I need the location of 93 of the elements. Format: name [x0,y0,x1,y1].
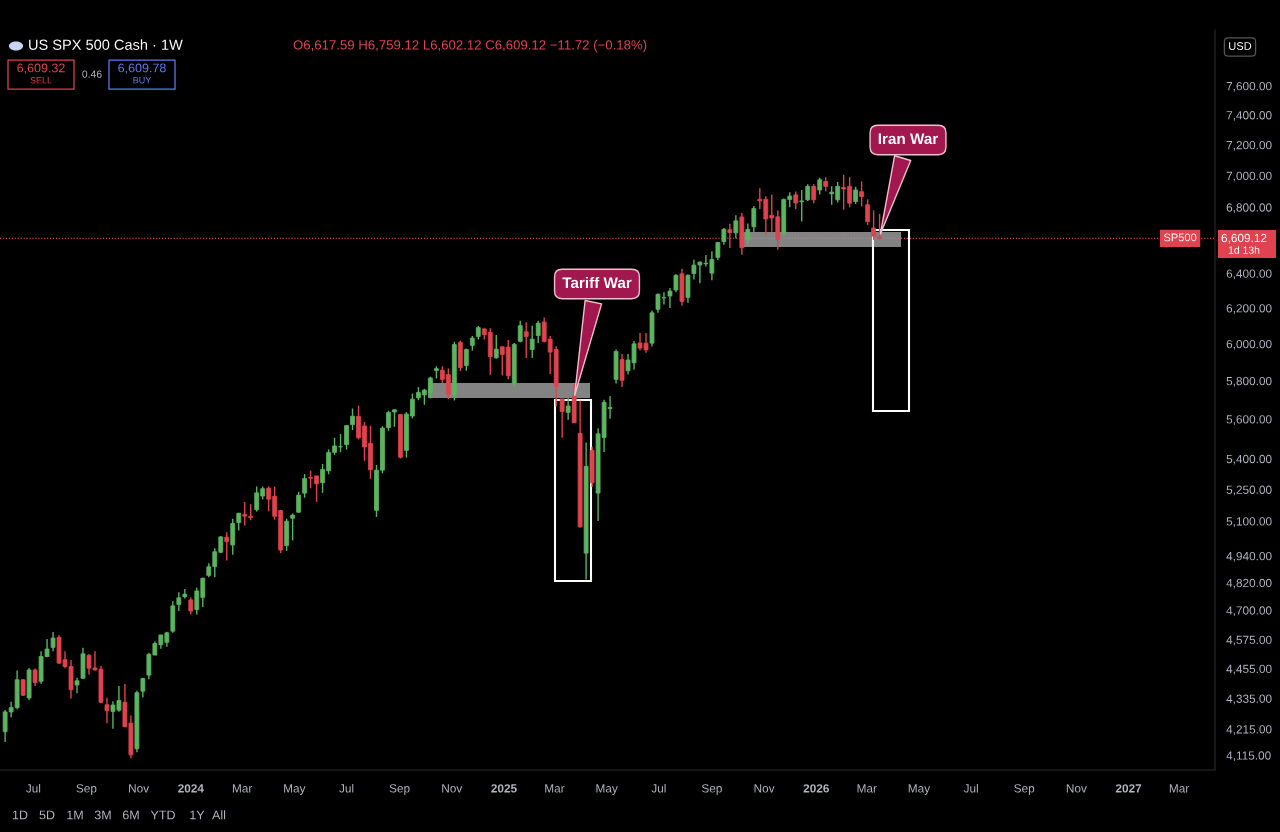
candlestick [523,321,529,359]
candlestick [685,273,691,304]
y-tick-label: 4,700.00 [1226,606,1272,617]
text: USD [1229,42,1252,50]
text: 6M [122,810,139,820]
x-tick-label: Sep [701,784,722,795]
text: 3M [94,810,111,820]
x-tick-label: Jul [26,783,41,793]
y-tick-label: 4,215.00 [1226,725,1272,735]
x-tick-label: Jul [963,783,978,793]
y-tick-label: 4,335.00 [1226,694,1272,705]
text: YTD [150,810,175,820]
x-tick-label: Nov [442,784,463,793]
candlestick [799,189,805,223]
y-tick-label: 5,600.00 [1226,415,1272,425]
annotation: Iran War [878,133,939,145]
candlestick [302,473,307,499]
y-tick-label: 4,820.00 [1226,578,1272,589]
candlestick [224,531,230,562]
text: 6,609.12 [1221,233,1267,244]
candlestick [230,518,236,556]
y-tick-label: 5,400.00 [1226,454,1272,465]
x-tick-label: 2027 [1115,784,1142,793]
y-tick-label: 5,100.00 [1226,517,1272,527]
candlestick [673,273,679,294]
y-tick-label: 4,455.00 [1226,664,1272,675]
x-tick-label: Sep [76,784,97,795]
text: All [212,810,226,820]
y-tick-label: 7,600.00 [1226,82,1272,92]
x-tick-label: Nov [129,784,150,793]
candlestick [50,631,56,652]
y-tick-label: 6,400.00 [1226,269,1272,280]
text: 1d 13h [1228,246,1260,254]
candlestick [344,424,349,451]
y-tick-label: 7,200.00 [1226,140,1272,151]
y-tick-label: 6,200.00 [1226,304,1272,314]
candlestick [733,214,739,239]
x-tick-label: 2026 [803,784,829,793]
annotation: SELL [30,77,52,84]
x-tick-label: Nov [754,784,775,793]
annotation: 0.46 [82,70,102,78]
candlestick [619,353,625,388]
x-tick-label: Sep [389,784,410,795]
candlestick [859,180,865,208]
x-tick-label: 2025 [491,784,517,793]
text: 1Y [190,810,205,820]
annotation: Tariff War [562,276,632,289]
text: 1D [12,810,28,820]
candlestick [104,697,110,724]
y-tick-label: 6,800.00 [1226,203,1272,214]
candlestick [290,512,296,542]
x-tick-label: Sep [1014,784,1035,795]
text: 1M [67,810,83,820]
x-tick-label: Jul [651,783,666,793]
x-tick-label: Jul [339,783,354,793]
x-tick-label: 2024 [178,784,204,793]
x-tick-label: Nov [1066,784,1087,793]
x-tick-label: Mar [1169,784,1190,793]
candlestick [493,334,499,360]
x-tick-label: Mar [857,784,877,793]
y-tick-label: 6,000.00 [1226,339,1272,350]
x-tick-label: Mar [545,784,565,793]
candlestick [350,407,355,431]
chart-title: US SPX 500 Cash · 1W [29,39,183,50]
text: 5D [39,810,55,820]
y-tick-label: 4,940.00 [1226,551,1272,562]
annotation: O6,617.59 H6,759.12 L6,602.12 C6,609.12 −11.72 (−0.18%) [293,39,647,53]
candlestick [535,320,541,344]
annotation: 6,609.78 [118,63,166,74]
y-tick-label: 5,250.00 [1226,485,1272,496]
y-tick-label: 4,575.00 [1226,635,1272,646]
candlestick [865,198,870,226]
x-tick-label: May [284,784,306,795]
candlestick [176,591,182,612]
x-tick-label: May [908,784,931,795]
annotation: 6,609.32 [17,63,65,74]
annotation: BUY [133,77,152,84]
candlestick [811,183,817,205]
candlestick [667,287,673,309]
y-tick-label: 7,400.00 [1226,111,1272,121]
candlestick [559,398,565,439]
candlestick [745,222,751,246]
y-tick-label: 7,000.00 [1226,171,1272,182]
candlestick [751,205,757,234]
candlestick [565,397,571,421]
candlestick [529,324,535,359]
y-tick-label: 5,800.00 [1226,376,1272,387]
ref-line-label: SP500 [1163,233,1197,242]
y-tick-label: 4,115.00 [1226,751,1271,762]
x-tick-label: May [596,784,618,795]
candlestick [296,491,301,513]
x-tick-label: Mar [232,784,253,793]
candlestick [182,588,188,600]
